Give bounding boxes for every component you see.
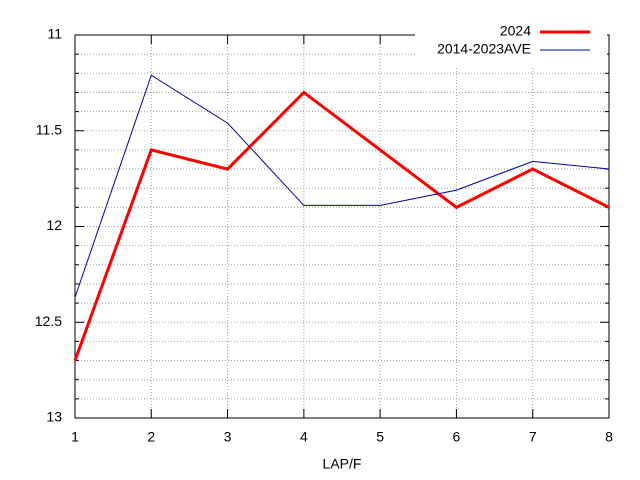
x-tick-label: 1 — [71, 429, 79, 445]
x-tick-label: 6 — [453, 429, 461, 445]
x-tick-label: 7 — [529, 429, 537, 445]
x-tick-label: 3 — [224, 429, 232, 445]
series-line — [73, 90, 610, 362]
x-axis-label: LAP/F — [323, 456, 362, 472]
y-tick-label: 12 — [46, 217, 62, 233]
legend-label: 2024 — [500, 23, 531, 39]
legend-box — [415, 22, 607, 68]
y-tick-label: 11.5 — [36, 121, 62, 137]
y-tick-label: 11 — [47, 26, 62, 42]
series-line — [74, 74, 610, 298]
plot-border — [74, 34, 610, 419]
x-tick-label: 4 — [300, 429, 308, 445]
x-tick-label: 8 — [605, 429, 613, 445]
x-tick-label: 5 — [376, 429, 384, 445]
legend-label: 2014-2023AVE — [437, 41, 531, 57]
x-tick-label: 2 — [147, 429, 155, 445]
y-tick-label: 13 — [46, 409, 62, 425]
y-tick-label: 12.5 — [35, 313, 62, 329]
